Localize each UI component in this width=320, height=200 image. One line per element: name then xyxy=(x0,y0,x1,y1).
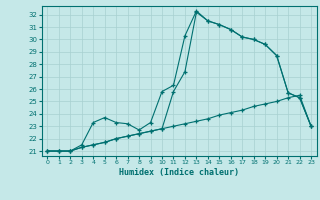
X-axis label: Humidex (Indice chaleur): Humidex (Indice chaleur) xyxy=(119,168,239,177)
